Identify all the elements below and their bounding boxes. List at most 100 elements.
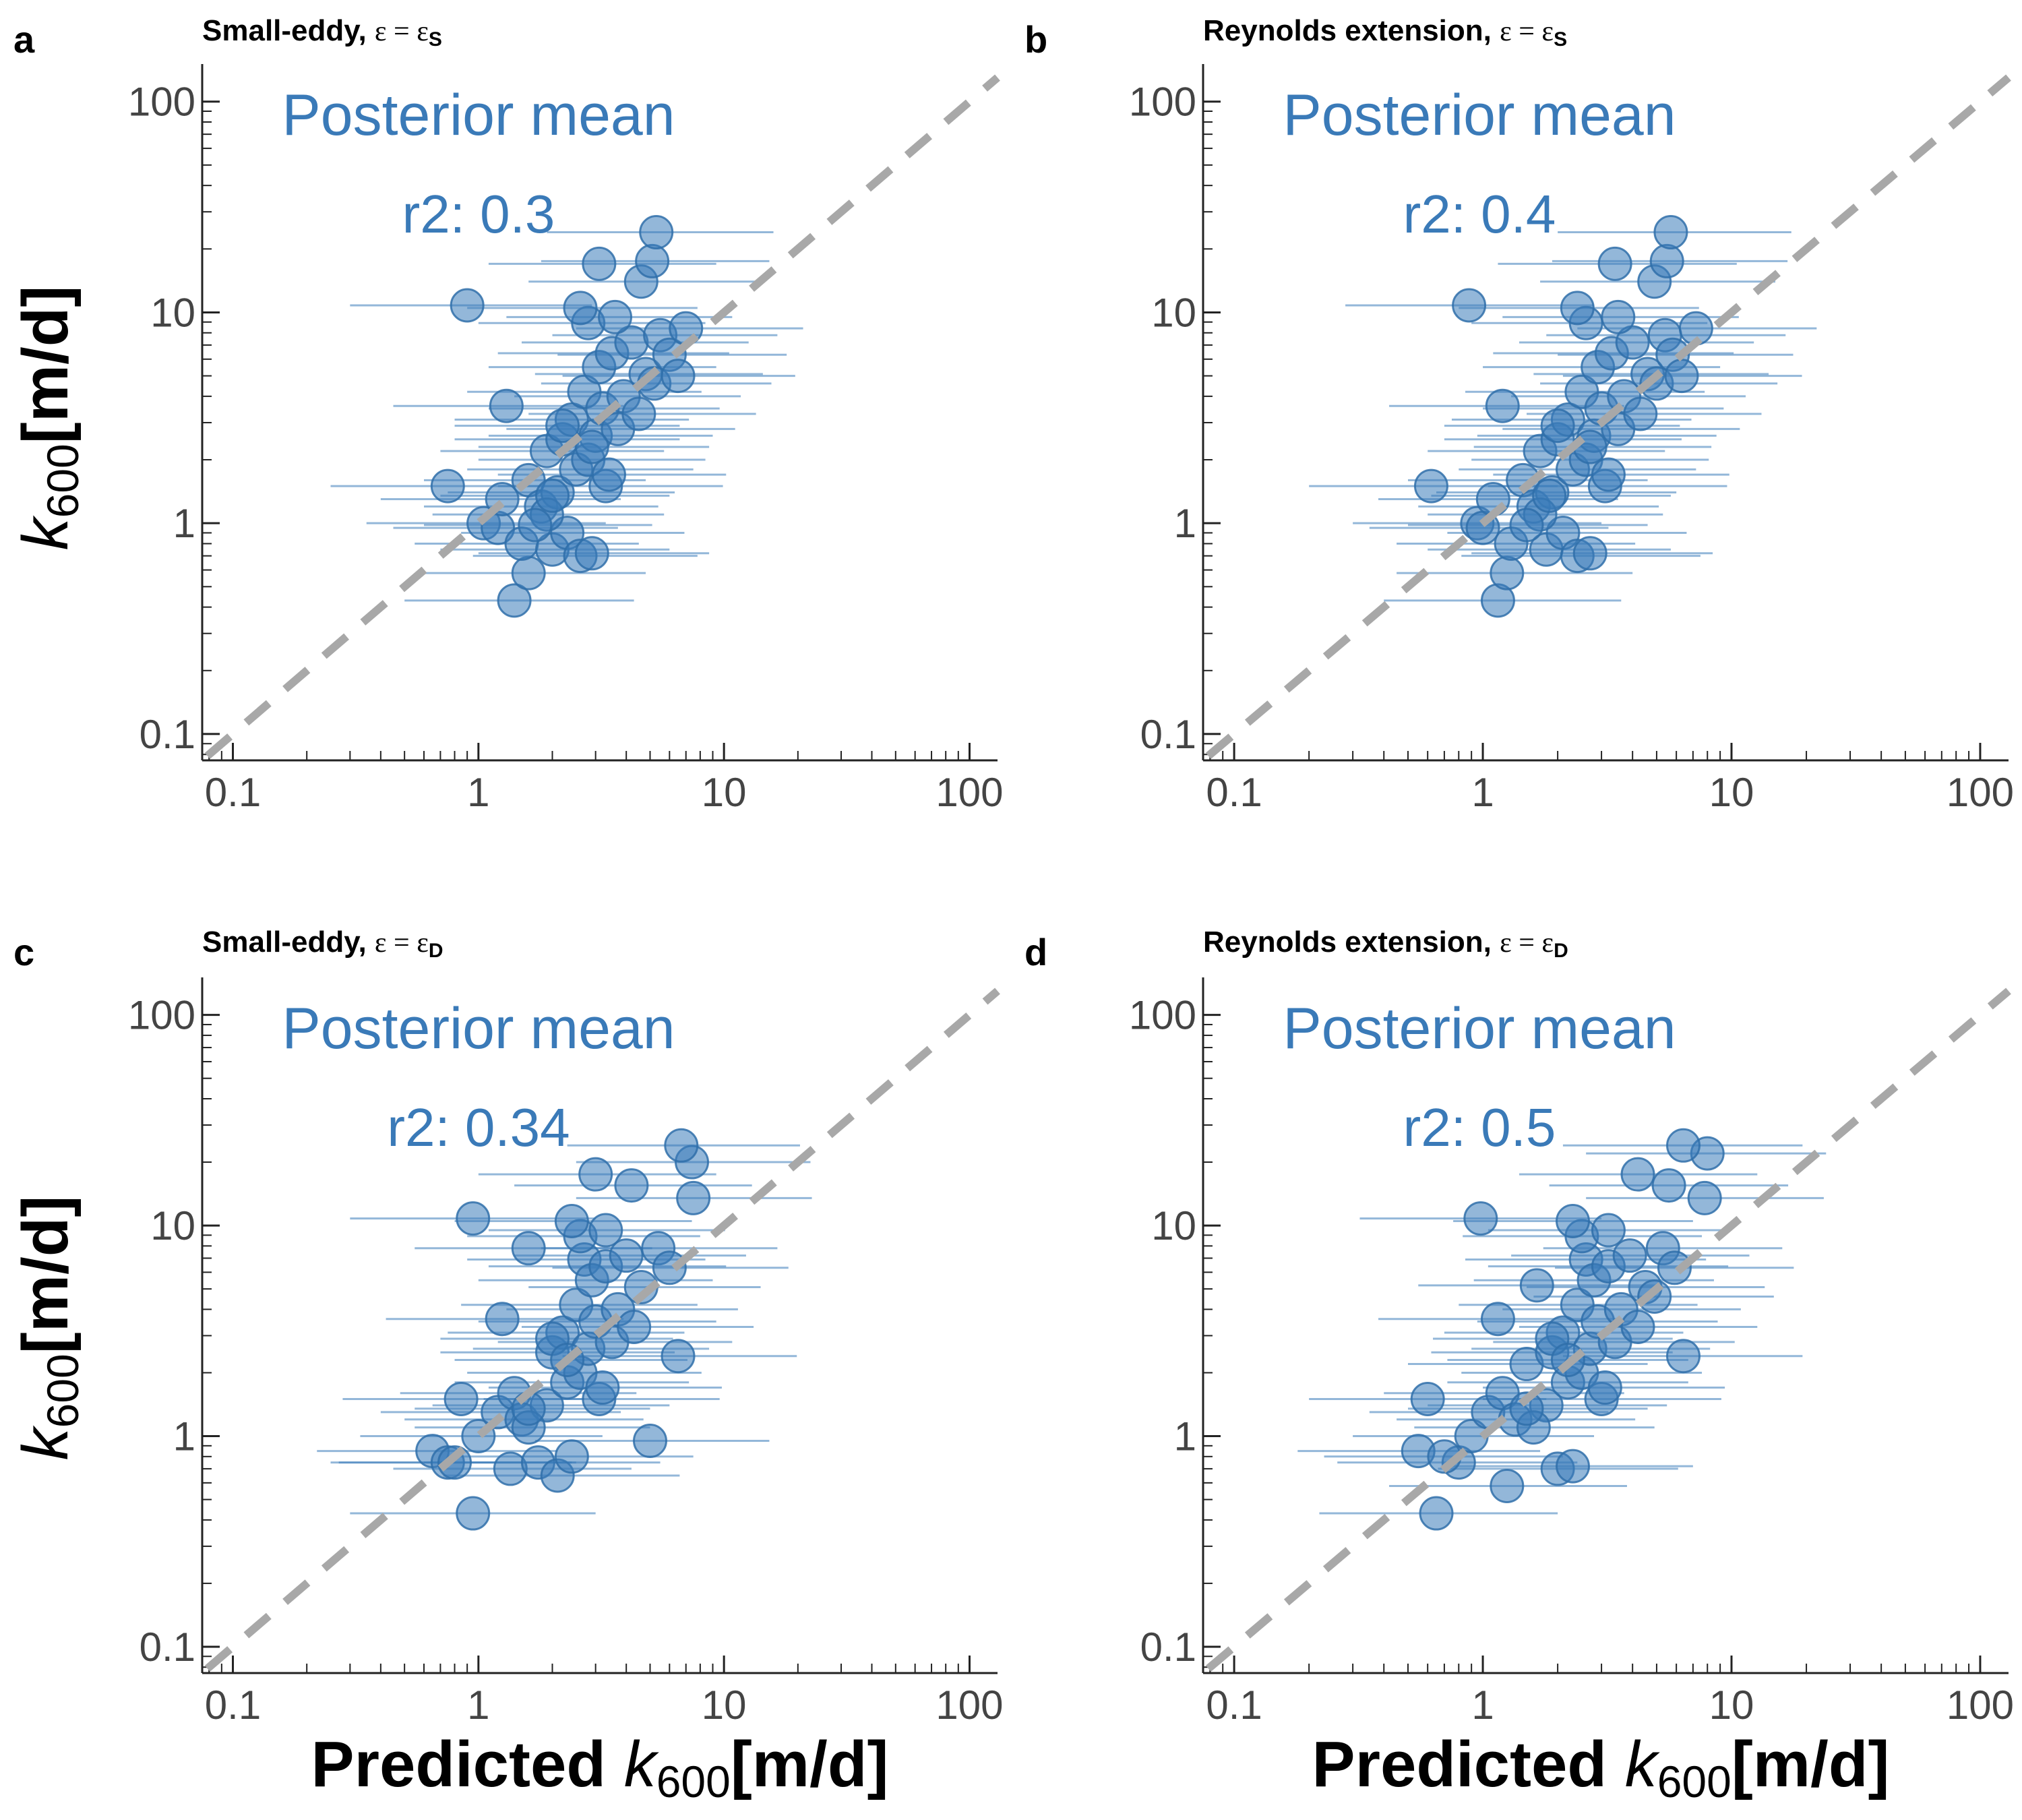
data-point [609,1238,644,1273]
data-point [591,457,626,492]
x-tick-label: 100 [936,770,1003,815]
r2-label: r2: 0.34 [387,1097,570,1157]
y-tick-label: 0.1 [1140,1625,1196,1670]
data-point [652,1250,687,1285]
data-point [518,508,553,543]
x-tick-label: 100 [1947,1682,2014,1728]
y-tick-label: 0.1 [140,1625,195,1670]
data-point [1556,1203,1591,1238]
data-point [1485,388,1520,423]
identity-line [204,74,1000,759]
data-point [1509,1391,1544,1426]
data-point [511,555,546,590]
data-point [443,1382,479,1417]
data-point [676,1180,711,1215]
panel-title: Reynolds extension, ε = εS [1203,14,1567,51]
data-point [489,388,524,423]
panel-title: Small-eddy, ε = εD [202,926,443,962]
data-point [554,1203,589,1238]
y-tick-label: 100 [128,993,195,1038]
data-point [661,1339,696,1374]
data-point [664,1128,699,1163]
data-point [563,291,598,326]
posterior-mean-label: Posterior mean [1283,996,1676,1061]
y-tick-label: 100 [1129,993,1196,1038]
y-tick-label: 0.1 [140,712,195,757]
x-tick-label: 10 [1709,770,1754,815]
data-point [535,478,570,513]
data-point [1490,1468,1525,1503]
data-point [1664,359,1699,394]
x-tick-label: 0.1 [205,1682,261,1728]
data-point [1591,1213,1626,1248]
data-point [585,1370,620,1405]
y-tick-label: 1 [1174,1414,1196,1459]
data-point [1532,478,1567,513]
data-point [582,246,617,281]
panel-c: c Small-eddy, ε = εD 0.1 1 10 100 0.1 1 10 100 Pos… [13,926,1004,1728]
data-point [1587,1370,1622,1405]
posterior-mean-label: Posterior mean [1283,83,1676,148]
data-point [456,1201,491,1236]
data-point [1413,468,1448,504]
y-tick-label: 1 [173,1414,195,1459]
data-point [574,536,609,571]
data-point [1653,215,1688,250]
data-point [661,359,696,394]
x-tick-label: 0.1 [205,770,261,815]
data-point [1480,1302,1515,1337]
posterior-mean-label: Posterior mean [282,83,675,148]
data-point [574,429,609,464]
posterior-mean-label: Posterior mean [282,996,675,1061]
data-point [598,299,633,334]
y-tick-label: 0.1 [1140,712,1196,757]
data-point [1560,291,1595,326]
data-point [1410,1382,1445,1417]
x-tick-label: 10 [702,770,747,815]
data-point [1519,1268,1554,1303]
y-tick-label: 10 [1151,290,1196,335]
y-axis-label-top: k600[m/d] [9,286,88,551]
data-point [456,1496,491,1531]
data-point [1463,1201,1498,1236]
x-axis-label-right: Predicted k600[m/d] [1312,1728,1890,1807]
data-point [588,1213,623,1248]
identity-line [1205,74,2011,759]
panel-letter: c [13,931,34,973]
x-tick-label: 10 [1709,1682,1754,1728]
y-tick-label: 10 [150,1203,195,1248]
identity-line [204,988,1000,1672]
data-point [545,408,580,444]
r2-label: r2: 0.3 [402,184,555,244]
y-tick-label: 100 [128,80,195,125]
data-point [1620,1310,1655,1345]
y-tick-label: 10 [150,290,195,335]
y-tick-label: 10 [1151,1203,1196,1248]
data-point [554,1439,589,1474]
data-point [1572,536,1607,571]
x-tick-label: 1 [467,1682,489,1728]
panel-b: b Reynolds extension, ε = εS 0.1 1 10 100 0.1 1… [1024,14,2014,815]
data-point [635,243,670,278]
data-point [1490,555,1525,590]
data-point [1556,1449,1591,1484]
panel-letter: a [13,18,35,61]
x-tick-label: 0.1 [1206,770,1262,815]
data-point [430,468,465,504]
x-tick-label: 1 [1471,770,1494,815]
panel-title: Small-eddy, ε = εS [202,14,442,51]
data-point [1597,246,1632,281]
data-point [1623,396,1658,431]
data-point [1649,243,1684,278]
data-point [621,396,656,431]
x-axis-label-left: Predicted k600[m/d] [311,1728,889,1807]
y-tick-label: 100 [1129,80,1196,125]
data-point [1620,1157,1655,1192]
y-axis-label-bottom: k600[m/d] [9,1196,88,1461]
x-tick-label: 100 [936,1682,1003,1728]
r2-label: r2: 0.5 [1403,1097,1556,1157]
data-point [485,1302,520,1337]
panel-title: Reynolds extension, ε = εD [1203,926,1568,962]
data-point [450,288,485,323]
